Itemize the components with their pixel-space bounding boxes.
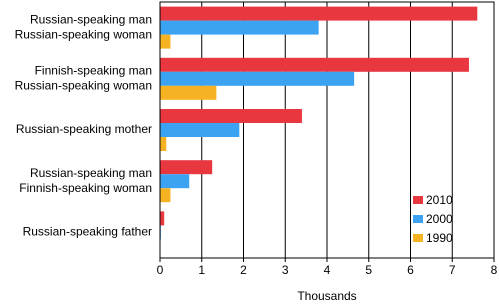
- y-tick-label: Russian-speaking woman: [15, 27, 152, 41]
- x-tick-label: 5: [365, 263, 372, 277]
- plot-frame: [159, 1, 495, 259]
- legend-label: 2010: [426, 193, 453, 207]
- y-tick-label: Finnish-speaking man: [35, 63, 152, 77]
- x-tick-label: 3: [282, 263, 289, 277]
- bar: [160, 123, 240, 137]
- bar: [160, 109, 302, 123]
- bar: [160, 57, 469, 72]
- x-axis-title: Thousands: [297, 289, 356, 303]
- x-tick-label: 4: [324, 263, 331, 277]
- x-tick-label: 7: [449, 263, 456, 277]
- legend-label: 1990: [426, 231, 453, 245]
- y-tick-label: Russian-speaking woman: [15, 78, 152, 92]
- y-tick-label: Finnish-speaking woman: [19, 181, 152, 195]
- bar: [160, 85, 217, 100]
- legend-swatch: [413, 215, 423, 223]
- x-tick-label: 1: [198, 263, 205, 277]
- y-tick-label: Russian-speaking man: [30, 166, 152, 180]
- bar: [160, 174, 190, 189]
- y-tick-label: Russian-speaking mother: [16, 122, 152, 136]
- bar: [160, 188, 171, 203]
- x-tick-label: 2: [240, 263, 247, 277]
- legend-swatch: [413, 234, 423, 242]
- x-tick-label: 6: [407, 263, 414, 277]
- x-tick-label: 8: [491, 263, 498, 277]
- x-tick-label: 0: [157, 263, 164, 277]
- bar: [160, 20, 319, 35]
- bar: [160, 6, 478, 21]
- bar: [160, 71, 355, 86]
- bar: [160, 160, 213, 175]
- legend-label: 2000: [426, 212, 453, 226]
- y-tick-label: Russian-speaking man: [30, 12, 152, 26]
- legend-swatch: [413, 196, 423, 204]
- y-tick-label: Russian-speaking father: [23, 225, 152, 239]
- bar: [160, 34, 171, 49]
- bar: [160, 211, 165, 226]
- bar: [160, 137, 167, 151]
